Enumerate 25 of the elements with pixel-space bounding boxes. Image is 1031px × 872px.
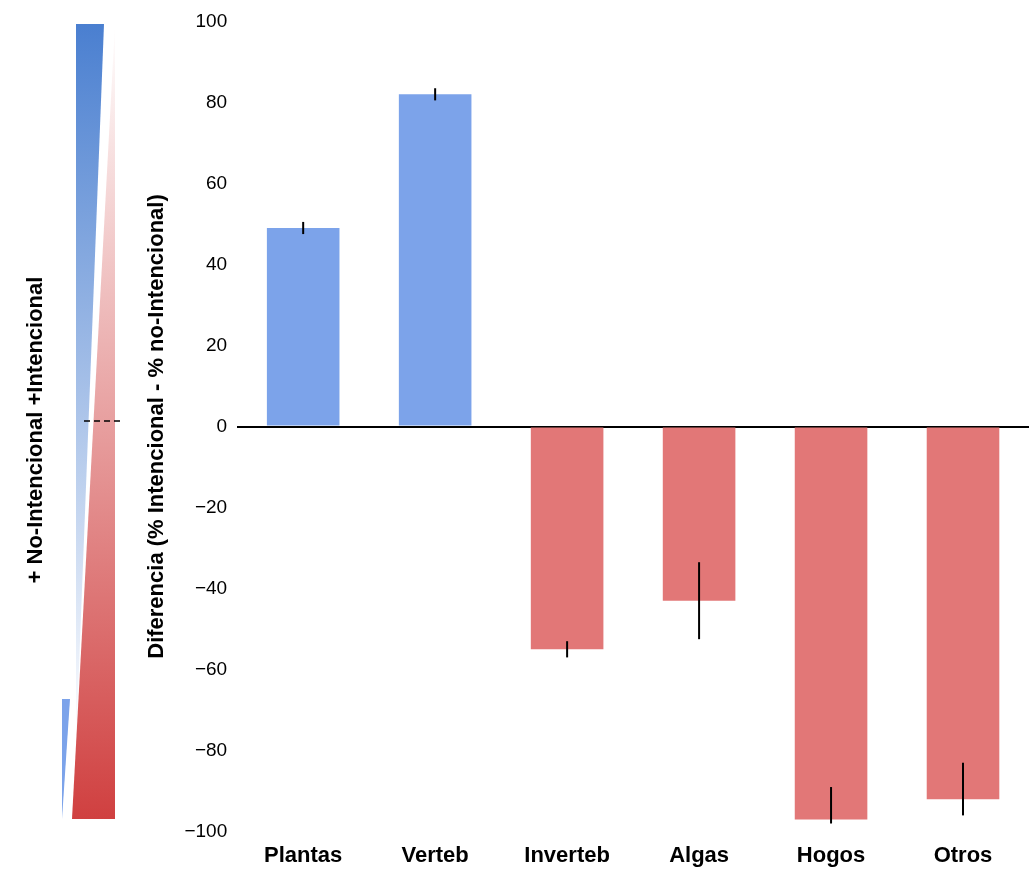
x-tick-label: Inverteb <box>524 841 610 867</box>
bar <box>794 427 868 820</box>
x-tick-label: Verteb <box>401 841 469 867</box>
y-tick-label: 80 <box>206 90 228 112</box>
bar <box>926 427 1000 800</box>
y-tick-label: 20 <box>206 333 228 355</box>
bar <box>662 427 736 601</box>
y-tick-label: −100 <box>184 819 228 841</box>
y-tick-label: −80 <box>194 738 228 760</box>
x-tick-label: Algas <box>669 841 730 867</box>
y-tick-label: −20 <box>194 495 228 517</box>
y-tick-label: −60 <box>194 657 228 679</box>
y-tick-label: 0 <box>216 414 228 436</box>
text: + No-Intencional +Intencional <box>22 276 48 584</box>
bar <box>398 94 472 426</box>
y-tick-label: −40 <box>194 576 228 598</box>
y-tick-label: 100 <box>195 9 228 31</box>
x-tick-label: Hogos <box>796 841 866 867</box>
y-tick-label: 60 <box>206 171 228 193</box>
x-tick-label: Plantas <box>264 841 343 867</box>
bar <box>530 427 604 650</box>
y-axis-title: Diferencia (% Intencional - % no-Intencional) <box>143 194 169 659</box>
y-tick-label: 40 <box>206 252 228 274</box>
x-tick-label: Otros <box>933 841 993 867</box>
bar <box>266 228 340 426</box>
